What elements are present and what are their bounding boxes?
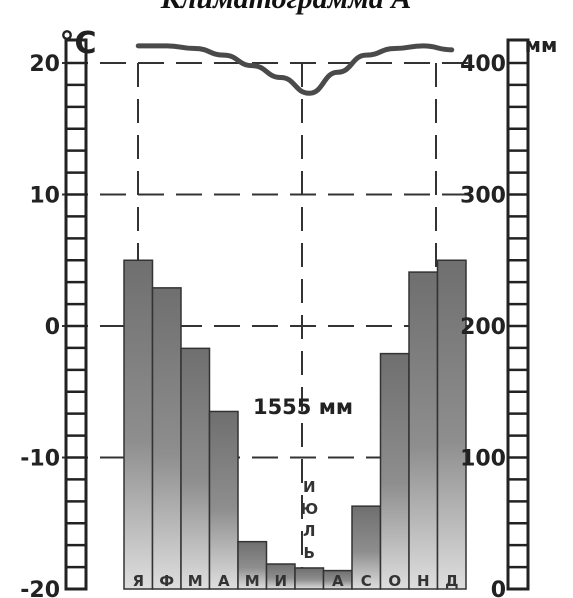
- temperature-curve: [135, 43, 455, 96]
- ruler-frame: [64, 38, 88, 591]
- month-label: И: [274, 572, 287, 590]
- month-label: Д: [445, 572, 458, 590]
- precipitation-bar: [436, 259, 467, 590]
- month-label: И: [303, 478, 316, 496]
- month-label: С: [361, 572, 372, 590]
- right-tick-label: 100: [460, 447, 506, 472]
- right-tick-label: 0: [491, 578, 506, 598]
- month-label: А: [218, 572, 230, 590]
- right-tick-label: 200: [460, 315, 506, 340]
- precipitation-bar: [180, 347, 211, 590]
- left-axis-ticks: 20 10 0 -10 -20: [20, 52, 60, 598]
- month-label: Ь: [304, 544, 315, 562]
- left-tick-label: 20: [29, 52, 60, 77]
- month-label: Ю: [300, 500, 318, 518]
- left-tick-label: 10: [29, 184, 60, 209]
- precipitation-bar: [208, 410, 239, 590]
- month-label: Я: [132, 572, 144, 590]
- right-axis-ticks: 400 300 200 100 0: [460, 52, 506, 598]
- right-axis-unit: мм: [525, 33, 558, 57]
- precipitation-bar: [123, 259, 154, 590]
- chart-title: Климатограмма А: [160, 0, 412, 15]
- month-label: М: [245, 572, 260, 590]
- precipitation-bar: [379, 352, 410, 590]
- month-label: Н: [417, 572, 430, 590]
- left-axis-unit: °C: [59, 26, 96, 61]
- right-tick-label: 300: [460, 184, 506, 209]
- ruler-frame: [506, 38, 530, 591]
- precipitation-bars: [123, 259, 467, 590]
- precipitation-bar: [351, 505, 382, 590]
- precipitation-bar: [151, 287, 182, 590]
- precipitation-bar: [408, 271, 439, 590]
- temperature-line: [135, 43, 455, 96]
- left-tick-label: 0: [45, 315, 60, 340]
- precipitation-bar: [294, 567, 325, 590]
- right-axis-ruler: [506, 38, 530, 591]
- right-tick-label: 400: [460, 52, 506, 77]
- total-precipitation-label: 1555 мм: [253, 395, 353, 419]
- precipitation-bar: [237, 540, 268, 590]
- left-tick-label: -10: [20, 447, 60, 472]
- left-tick-label: -20: [20, 578, 60, 598]
- month-label: Ф: [159, 572, 174, 590]
- left-axis-ruler: [64, 38, 88, 591]
- month-label: М: [188, 572, 203, 590]
- month-label: Л: [303, 522, 315, 540]
- month-label: О: [388, 572, 401, 590]
- month-label: А: [332, 572, 344, 590]
